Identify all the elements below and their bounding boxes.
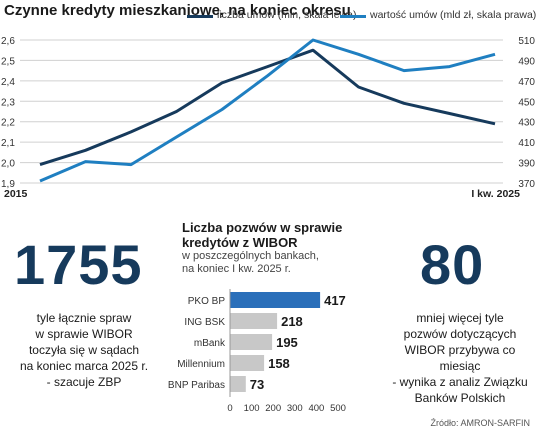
source-note: Źródło: AMRON-SARFIN bbox=[430, 418, 530, 428]
bar-value-label: 158 bbox=[268, 356, 290, 371]
bar-category-label: PKO BP bbox=[188, 296, 226, 307]
bar-value-label: 417 bbox=[324, 293, 346, 308]
bar-value-label: 73 bbox=[250, 377, 264, 392]
stat-left-line: - szacuje ZBP bbox=[46, 375, 122, 389]
bar-axis-tick: 500 bbox=[330, 403, 346, 414]
bar-axis-tick: 300 bbox=[287, 403, 303, 414]
right-axis-tick: 430 bbox=[518, 118, 535, 129]
left-axis-tick: 2,4 bbox=[1, 77, 15, 88]
legend-swatch-liczba bbox=[187, 15, 213, 18]
right-axis-tick: 470 bbox=[518, 77, 535, 88]
bar-category-label: mBank bbox=[194, 338, 226, 349]
x-axis-tick: 2015 bbox=[4, 188, 28, 200]
left-axis-tick: 2,3 bbox=[1, 97, 15, 108]
line-chart: 1,9 370 2,0 390 2,1 410 2,2 430 2,3 450 2,4 470 2,5 4… bbox=[1, 36, 535, 200]
stat-left-number: 1755 bbox=[14, 233, 143, 296]
stat-right-line: pozwów dotyczących bbox=[403, 327, 517, 341]
bar-category-label: Millennium bbox=[177, 359, 225, 370]
bar-value-label: 195 bbox=[276, 335, 298, 350]
bar-chart-title: Liczba pozwów w sprawie kredytów z WIBOR bbox=[182, 220, 343, 250]
bar bbox=[230, 376, 246, 392]
line-chart-title: Czynne kredyty mieszkaniowe, na koniec o… bbox=[4, 2, 351, 19]
left-axis-tick: 1,9 bbox=[1, 179, 15, 190]
left-axis-tick: 2,6 bbox=[1, 36, 15, 47]
legend-label-wartosc: wartość umów (mld zł, skala prawa) bbox=[370, 9, 536, 21]
bar-value-label: 218 bbox=[281, 314, 303, 329]
left-axis-tick: 2,5 bbox=[1, 56, 15, 67]
bar bbox=[230, 292, 321, 308]
x-axis-tick: I kw. 2025 bbox=[471, 188, 520, 200]
right-axis-tick: 510 bbox=[518, 36, 535, 47]
bar-chart-subtitle: w poszczególnych bankach, na koniec I kw… bbox=[182, 250, 319, 275]
stat-left-description: tyle łącznie spraw w sprawie WIBOR toczy… bbox=[0, 310, 168, 390]
legend-label-liczba: liczba umów (mln, skala lewa) bbox=[217, 9, 357, 21]
bar-category-label: ING BSK bbox=[184, 317, 225, 328]
legend-swatch-wartosc bbox=[340, 15, 366, 18]
right-axis-tick: 370 bbox=[518, 179, 535, 190]
bar bbox=[230, 334, 273, 350]
right-axis-tick: 450 bbox=[518, 97, 535, 108]
series-line-wartosc-umow bbox=[39, 38, 496, 183]
right-axis-tick: 410 bbox=[518, 138, 535, 149]
bar-axis-tick: 0 bbox=[227, 403, 232, 414]
bar-axis-tick: 100 bbox=[244, 403, 260, 414]
stat-right-line: mniej więcej tyle bbox=[416, 311, 504, 325]
bar-axis-tick: 400 bbox=[308, 403, 324, 414]
left-axis-tick: 2,1 bbox=[1, 138, 15, 149]
left-axis-tick: 2,0 bbox=[1, 159, 15, 170]
stat-right-number: 80 bbox=[420, 233, 485, 296]
stat-left-line: toczyła się w sądach bbox=[28, 343, 140, 357]
stat-right-line: - wynika z analiz Związku bbox=[392, 375, 528, 389]
bar bbox=[230, 313, 278, 329]
stat-right-line: Banków Polskich bbox=[414, 391, 506, 405]
stat-right-description: mniej więcej tyle pozwów dotyczących WIB… bbox=[384, 310, 536, 406]
bar-category-label: BNP Paribas bbox=[168, 380, 225, 391]
stat-right-line: WIBOR przybywa co miesiąc bbox=[404, 343, 516, 373]
stat-left-line: w sprawie WIBOR bbox=[35, 327, 133, 341]
right-axis-tick: 490 bbox=[518, 56, 535, 67]
stat-left-line: na koniec marca 2025 r. bbox=[19, 359, 149, 373]
left-axis-tick: 2,2 bbox=[1, 118, 15, 129]
right-axis-tick: 390 bbox=[518, 159, 535, 170]
bar bbox=[230, 355, 265, 371]
bar-axis-tick: 200 bbox=[265, 403, 281, 414]
stat-left-line: tyle łącznie spraw bbox=[36, 311, 132, 325]
series-line-liczba-umow bbox=[39, 48, 496, 167]
